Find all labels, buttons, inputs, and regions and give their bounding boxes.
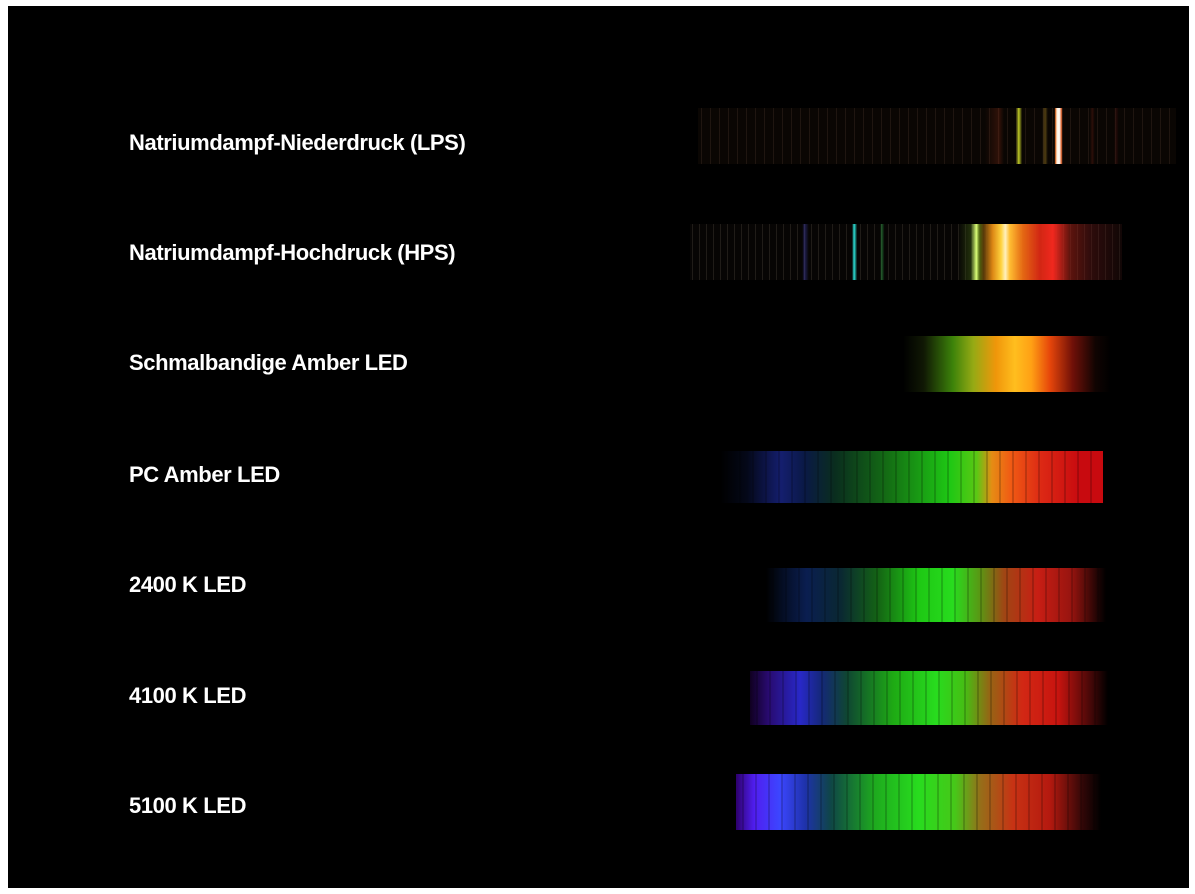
row-label-hps: Natriumdampf-Hochdruck (HPS) [129, 240, 456, 265]
row-label-amber-led: Schmalbandige Amber LED [129, 350, 408, 375]
pc-amber-led-spectrum [720, 451, 1103, 503]
sodium-lps-spectrum [698, 108, 1176, 164]
led-4100k-spectrum [750, 671, 1108, 725]
led-5100k-spectrum [736, 774, 1101, 830]
row-label-pc-amber-led: PC Amber LED [129, 462, 280, 487]
row-label-4100k: 4100 K LED [129, 683, 247, 708]
row-label-lps: Natriumdampf-Niederdruck (LPS) [129, 130, 466, 155]
sodium-hps-spectrum [690, 224, 1122, 280]
led-2400k-spectrum [766, 568, 1106, 622]
row-label-2400k: 2400 K LED [129, 572, 247, 597]
row-label-5100k: 5100 K LED [129, 793, 247, 818]
narrowband-amber-led-spectrum [903, 336, 1110, 392]
spectra-slide: Natriumdampf-Niederdruck (LPS) Natriumda… [8, 6, 1189, 888]
